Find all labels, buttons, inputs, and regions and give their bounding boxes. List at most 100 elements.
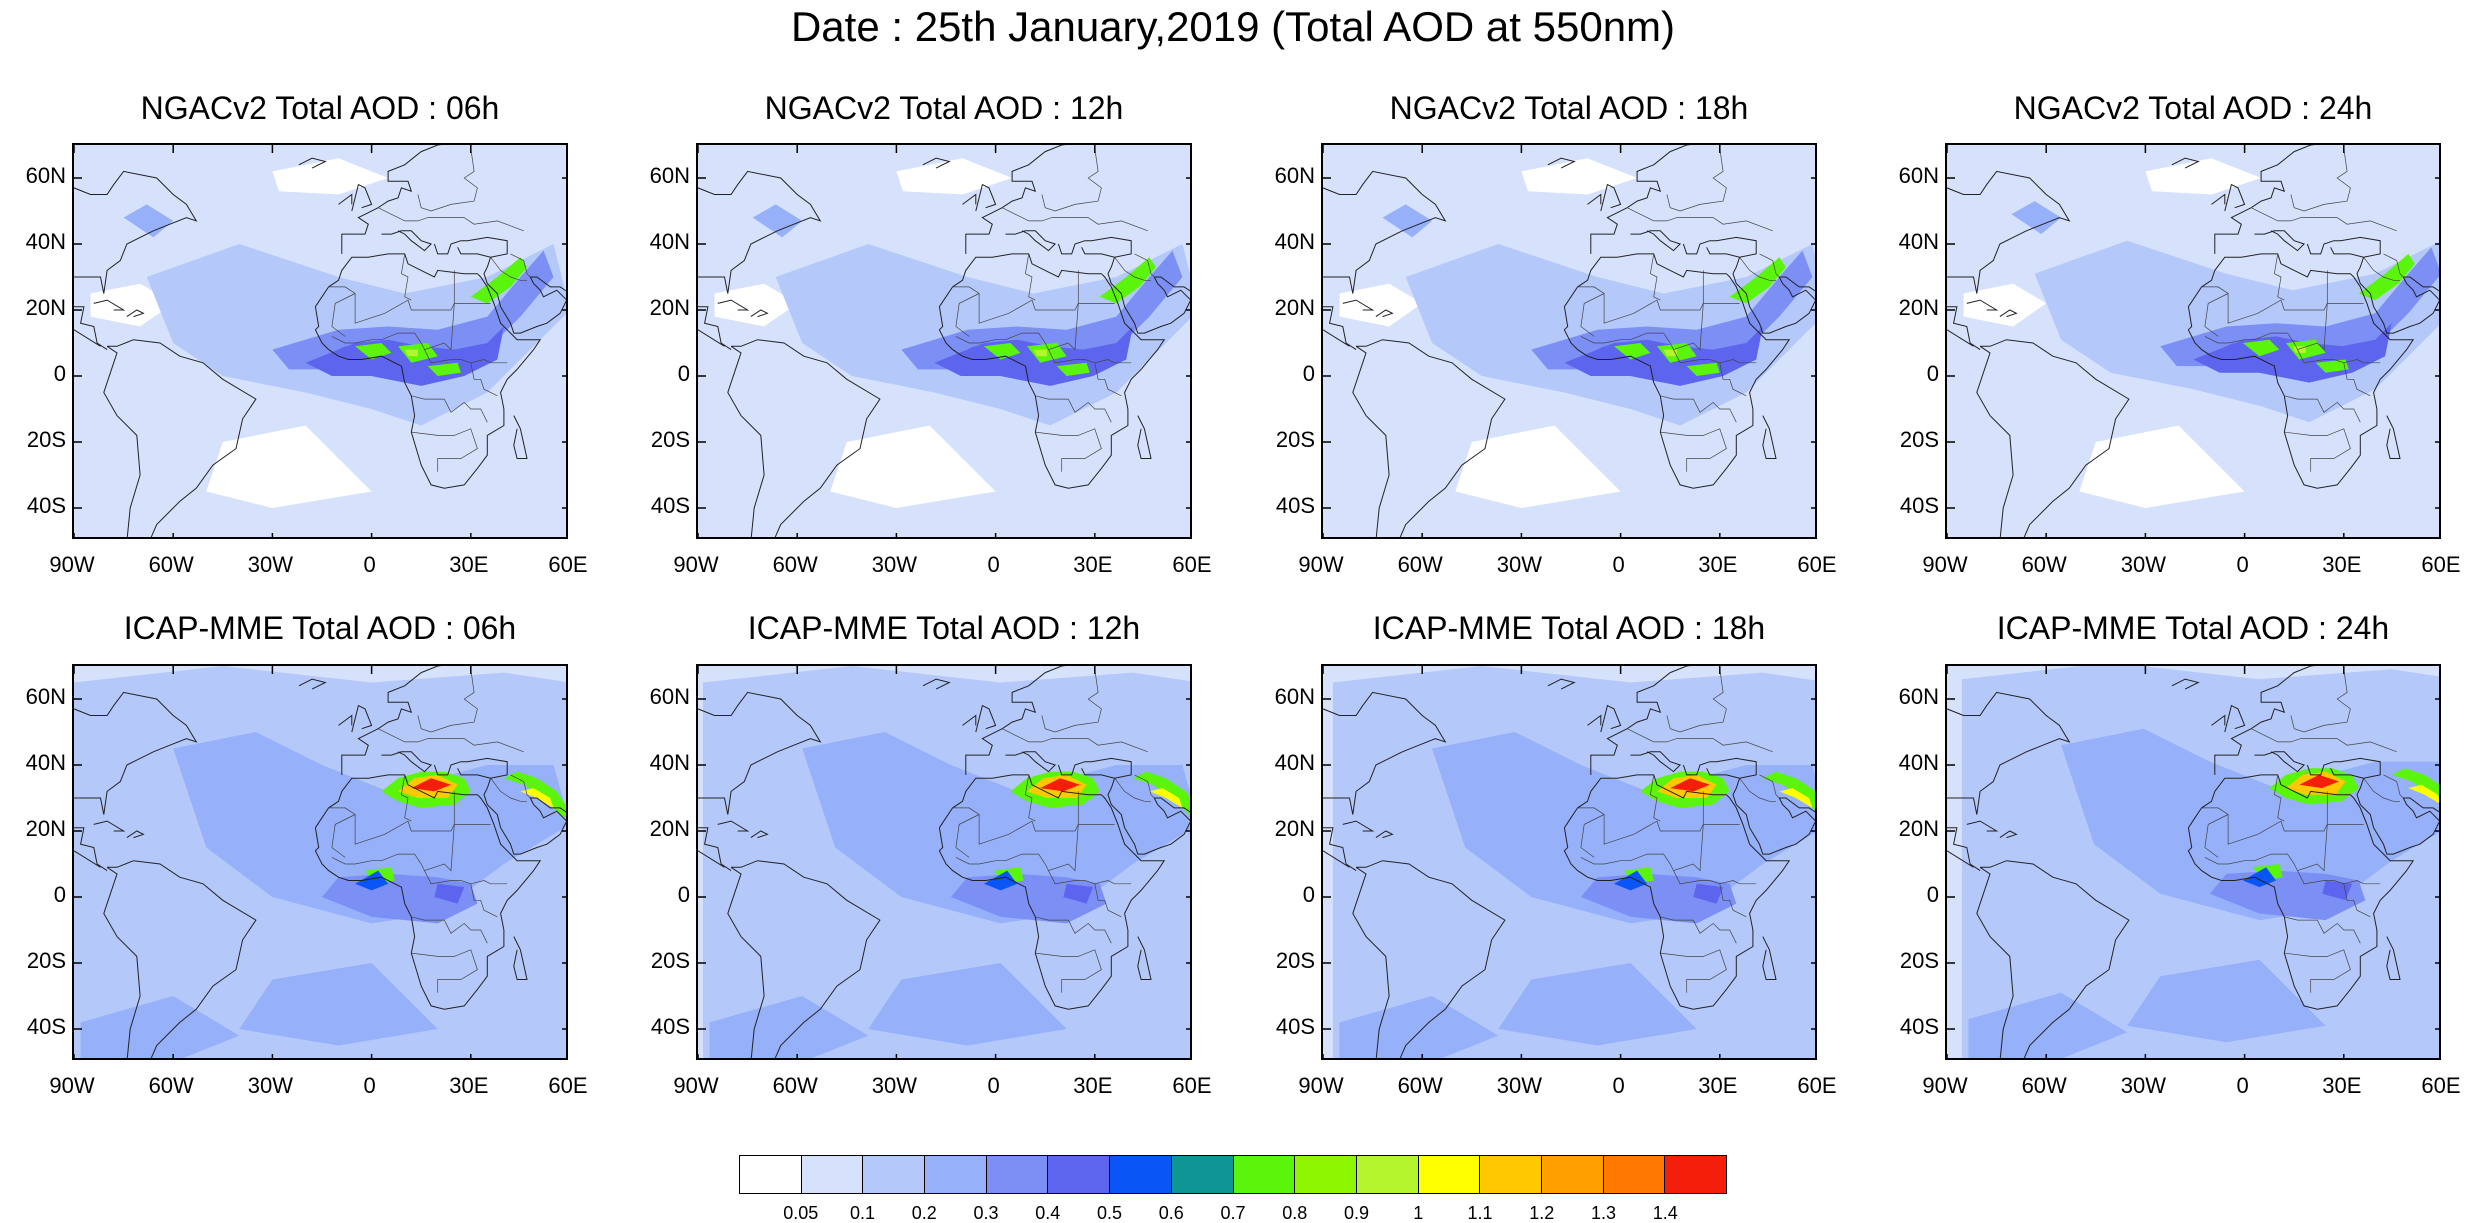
coastline — [381, 751, 433, 773]
lon-tick-label: 30W — [2120, 1073, 2167, 1098]
coastline — [381, 230, 433, 252]
coastline — [1352, 860, 1506, 1058]
legend-tick-label: 1.3 — [1590, 1203, 1617, 1223]
coastline — [1107, 778, 1190, 855]
coastline — [513, 936, 528, 980]
coastline — [1947, 306, 1981, 351]
panel-title: ICAP-MME Total AOD : 12h — [747, 610, 1141, 646]
aod-contour — [1686, 362, 1720, 376]
country-border — [2274, 774, 2285, 822]
legend-tick-label: 1 — [1413, 1203, 1424, 1223]
legend-tick-label: 1.1 — [1467, 1203, 1493, 1223]
aod-contour — [1693, 883, 1724, 904]
country-border — [378, 728, 524, 753]
aod-contour — [123, 204, 174, 238]
lat-tick-label: 20S — [1899, 427, 1939, 452]
country-border — [1035, 428, 1102, 472]
lat-tick-label: 40N — [649, 229, 690, 254]
country-border — [1673, 349, 1757, 364]
lon-tick-label: 30E — [2322, 1073, 2362, 1098]
coastline — [1976, 339, 2130, 537]
country-border — [331, 791, 455, 872]
coastline — [1342, 299, 1375, 311]
coastline — [1999, 830, 2018, 839]
lat-tick-label: 60N — [1898, 163, 1939, 188]
lon-tick-label: 60W — [772, 552, 818, 577]
lat-tick-label: 20N — [25, 295, 66, 320]
lon-tick-label: 30W — [2120, 552, 2167, 577]
legend-swatch — [1480, 1156, 1542, 1193]
aod-contour — [1132, 771, 1190, 816]
country-border — [510, 253, 531, 278]
low-aod-region — [2145, 158, 2262, 195]
legend-tick-label: 0.9 — [1343, 1203, 1370, 1223]
country-border — [2201, 807, 2364, 845]
country-border — [1580, 293, 1605, 337]
coastline — [341, 145, 442, 254]
coastline — [1966, 820, 1999, 832]
country-border — [2251, 728, 2397, 753]
coastline — [298, 678, 327, 690]
map-panel — [72, 143, 568, 539]
coastline — [938, 253, 1166, 489]
coastline — [962, 714, 977, 726]
coastline — [2356, 778, 2439, 855]
lat-tick-label: 20N — [25, 816, 66, 841]
country-border — [1114, 777, 1151, 802]
aod-contour — [1663, 349, 1677, 357]
coastline — [2187, 774, 2415, 1010]
aod-map — [698, 145, 1190, 537]
legend-swatch — [986, 1156, 1049, 1193]
country-border — [1660, 395, 1737, 423]
coastline — [975, 183, 997, 212]
lat-tick-label: 0 — [677, 882, 690, 907]
coastline — [1352, 339, 1506, 537]
legend-swatch — [1233, 1156, 1296, 1193]
coastline — [1375, 309, 1394, 318]
lon-tick-label: 60W — [1397, 1073, 1443, 1098]
lat-tick-label: 0 — [1926, 361, 1939, 386]
aod-contour — [1657, 343, 1697, 363]
coastline — [74, 691, 198, 868]
lon-tick-label: 0 — [1612, 1073, 1625, 1098]
lat-tick-label: 40N — [1274, 750, 1315, 775]
coastline — [922, 678, 951, 690]
country-border — [2297, 349, 2381, 364]
low-aod-region — [896, 158, 1013, 195]
aod-map — [74, 145, 566, 537]
lat-tick-label: 40S — [1275, 1014, 1315, 1039]
lon-tick-label: 60E — [1797, 552, 1837, 577]
legend-swatch — [1110, 1156, 1172, 1193]
country-border — [2343, 883, 2371, 918]
aod-contour — [984, 343, 1021, 360]
coastline — [483, 257, 566, 334]
coastline — [1590, 666, 1691, 775]
coastline — [1682, 236, 1757, 258]
lon-tick-label: 0 — [987, 1073, 1000, 1098]
country-border — [328, 807, 491, 845]
map-panel — [1945, 664, 2441, 1060]
aod-contour — [434, 883, 465, 904]
legend-tick-label: 0.5 — [1096, 1203, 1123, 1223]
coastline — [1323, 306, 1357, 351]
aod-contour — [411, 778, 451, 792]
lat-tick-label: 20S — [1899, 948, 1939, 973]
coastline — [338, 714, 353, 726]
lat-tick-label: 40S — [1899, 493, 1939, 518]
lat-tick-label: 20N — [649, 816, 690, 841]
aod-contour — [398, 343, 438, 363]
country-border — [2204, 270, 2328, 351]
coastline — [1966, 299, 1999, 311]
lon-tick-label: 60W — [772, 1073, 818, 1098]
lat-tick-label: 20S — [650, 948, 690, 973]
country-border — [1666, 148, 1727, 212]
country-border — [417, 148, 478, 212]
lon-tick-label: 60E — [1172, 552, 1212, 577]
coastline — [1762, 936, 1777, 980]
lat-tick-label: 40N — [1898, 229, 1939, 254]
legend-tick-label: 0.3 — [973, 1203, 999, 1223]
lon-tick-label: 60E — [548, 1073, 588, 1098]
aod-contour — [1614, 343, 1651, 360]
low-aod-region — [206, 425, 372, 508]
coastline — [93, 820, 126, 832]
